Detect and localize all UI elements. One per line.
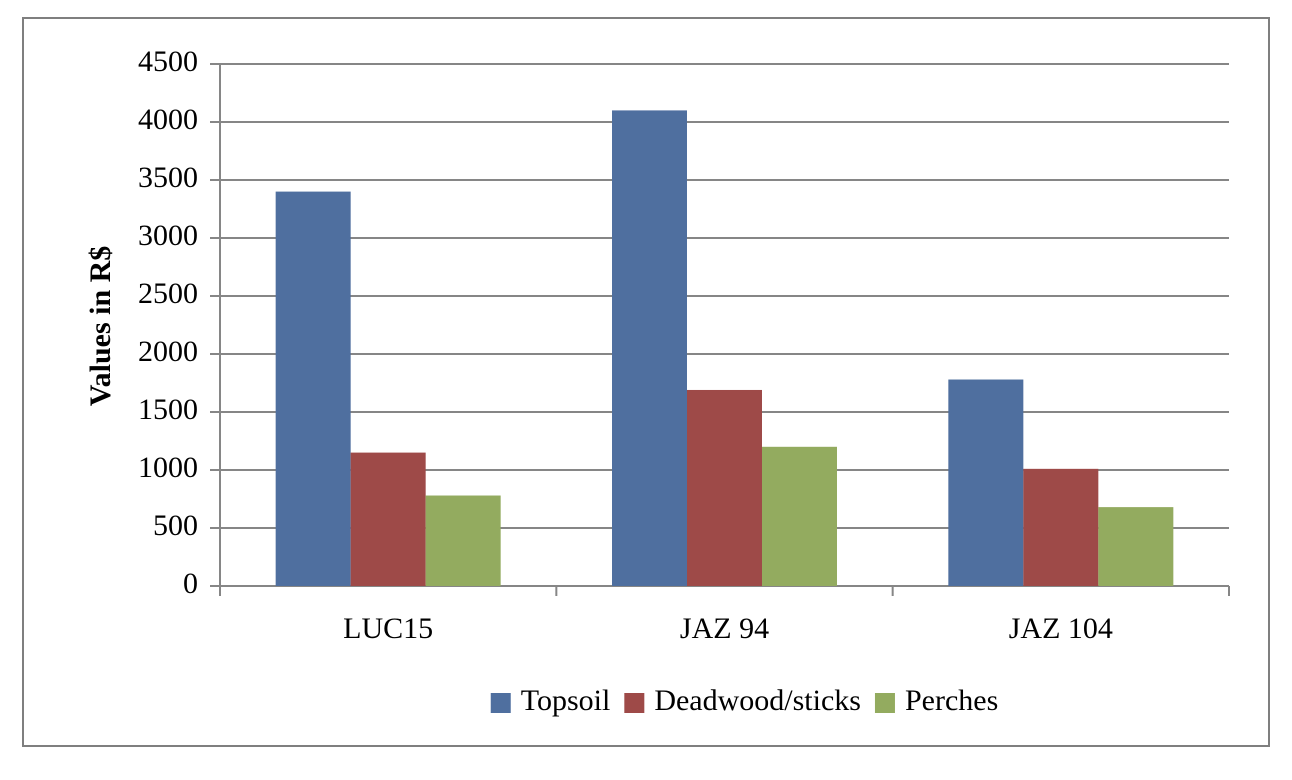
legend-label-deadwood-sticks: Deadwood/sticks xyxy=(654,684,861,717)
y-tick-label: 3500 xyxy=(138,161,198,194)
y-tick-label: 1500 xyxy=(138,393,198,426)
x-category-label: LUC15 xyxy=(343,612,433,645)
y-tick-label: 4000 xyxy=(138,103,198,136)
bars xyxy=(275,110,1174,587)
y-tick-label: 2500 xyxy=(138,277,198,310)
y-tick-labels: 0 500 1000 1500 2000 2500 3000 3500 4000 4500 xyxy=(138,45,198,600)
legend-swatch-perches xyxy=(874,693,895,713)
y-tick-label: 0 xyxy=(183,567,198,600)
bar-deadwood-sticks-jaz-104 xyxy=(1023,468,1099,586)
legend-swatch-deadwood-sticks xyxy=(624,693,645,713)
y-tick-label: 3000 xyxy=(138,219,198,252)
bar-topsoil-luc15 xyxy=(275,191,351,586)
bar-perches-luc15 xyxy=(425,495,501,586)
y-tick-label: 2000 xyxy=(138,335,198,368)
bar-topsoil-jaz-104 xyxy=(948,379,1024,586)
legend-swatch-topsoil xyxy=(490,693,511,713)
legend-label-perches: Perches xyxy=(905,684,998,717)
y-axis-title: Values in R$ xyxy=(84,246,117,407)
legend: Topsoil Deadwood/sticks Perches xyxy=(490,684,998,717)
y-tick-label: 500 xyxy=(153,509,198,542)
x-category-label: JAZ 104 xyxy=(1009,612,1113,645)
bar-perches-jaz-104 xyxy=(1098,507,1174,586)
x-category-label: JAZ 94 xyxy=(680,612,769,645)
x-category-labels: LUC15 JAZ 94 JAZ 104 xyxy=(343,612,1113,645)
y-tick-label: 4500 xyxy=(138,45,198,78)
bar-deadwood-sticks-luc15 xyxy=(350,452,426,586)
legend-label-topsoil: Topsoil xyxy=(521,684,611,717)
y-tick-label: 1000 xyxy=(138,451,198,484)
bar-topsoil-jaz-94 xyxy=(612,110,687,587)
bar-perches-jaz-94 xyxy=(762,446,837,586)
bar-deadwood-sticks-jaz-94 xyxy=(687,389,762,586)
